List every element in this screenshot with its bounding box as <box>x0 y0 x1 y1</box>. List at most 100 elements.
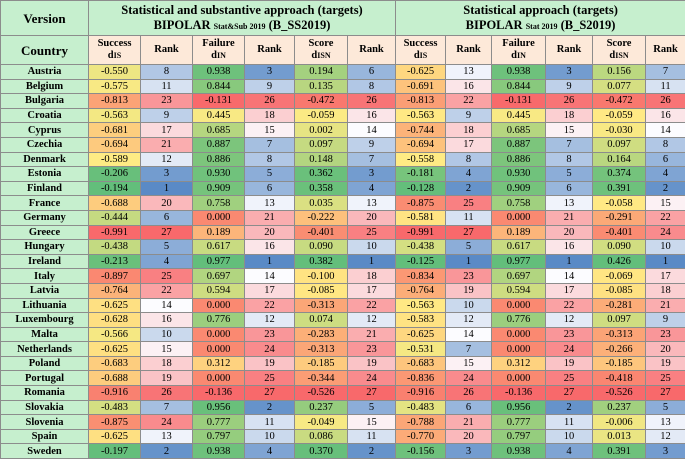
rank-cell: 27 <box>348 386 396 401</box>
rank-cell: 6 <box>446 400 492 415</box>
rank-cell: 23 <box>546 327 593 342</box>
value-cell: 0.956 <box>492 400 546 415</box>
rank-cell: 11 <box>646 79 685 94</box>
value-cell: -0.444 <box>89 210 141 225</box>
value-cell: -0.897 <box>89 269 141 284</box>
rank-cell: 21 <box>546 210 593 225</box>
rank-cell: 16 <box>348 108 396 123</box>
value-cell: -0.401 <box>295 225 348 240</box>
rank-cell: 3 <box>446 444 492 459</box>
rank-cell: 16 <box>446 79 492 94</box>
value-cell: 0.090 <box>295 240 348 255</box>
rank-cell: 19 <box>348 356 396 371</box>
rank-cell: 8 <box>245 152 295 167</box>
value-cell: -0.059 <box>295 108 348 123</box>
value-cell: 0.148 <box>295 152 348 167</box>
value-cell: -0.566 <box>89 327 141 342</box>
value-cell: 0.237 <box>593 400 646 415</box>
rank-cell: 14 <box>546 269 593 284</box>
value-cell: -0.030 <box>593 123 646 138</box>
rank-cell: 5 <box>245 167 295 182</box>
rank-cell: 24 <box>446 371 492 386</box>
rank-cell: 25 <box>546 371 593 386</box>
value-cell: -0.563 <box>396 108 446 123</box>
rank-cell: 17 <box>546 283 593 298</box>
value-cell: 0.617 <box>492 240 546 255</box>
country-cell: Bulgaria <box>1 94 89 109</box>
rank-cell: 25 <box>646 371 685 386</box>
group2-subtitle: BIPOLAR Stat 2019 (B_S2019) <box>396 18 685 34</box>
value-cell: -0.563 <box>396 298 446 313</box>
rank-cell: 15 <box>245 123 295 138</box>
value-cell: -0.131 <box>193 94 245 109</box>
value-cell: -0.916 <box>396 386 446 401</box>
rank-cell: 5 <box>446 240 492 255</box>
value-cell: 0.135 <box>295 79 348 94</box>
value-cell: 0.685 <box>492 123 546 138</box>
rank-cell: 13 <box>245 196 295 211</box>
value-cell: 0.374 <box>593 167 646 182</box>
value-cell: -0.438 <box>89 240 141 255</box>
column-header-3: Rank <box>245 36 295 65</box>
rank-cell: 4 <box>141 254 193 269</box>
value-cell: -0.625 <box>396 327 446 342</box>
rank-cell: 25 <box>348 225 396 240</box>
rank-cell: 13 <box>446 65 492 80</box>
rank-cell: 17 <box>646 269 685 284</box>
rank-cell: 6 <box>245 181 295 196</box>
value-cell: -0.085 <box>593 283 646 298</box>
rank-cell: 26 <box>348 94 396 109</box>
rank-cell: 3 <box>348 167 396 182</box>
rank-cell: 15 <box>446 356 492 371</box>
value-cell: 0.930 <box>193 167 245 182</box>
value-cell: -0.058 <box>593 196 646 211</box>
value-cell: -0.694 <box>89 137 141 152</box>
value-cell: 0.000 <box>193 327 245 342</box>
value-cell: 0.189 <box>492 225 546 240</box>
rank-cell: 1 <box>546 254 593 269</box>
rank-cell: 6 <box>646 152 685 167</box>
value-cell: 0.797 <box>193 429 245 444</box>
rank-cell: 22 <box>348 298 396 313</box>
value-cell: 0.776 <box>193 313 245 328</box>
rank-cell: 24 <box>546 342 593 357</box>
rank-cell: 20 <box>446 429 492 444</box>
column-header-11: Rank <box>646 36 685 65</box>
rank-cell: 18 <box>348 269 396 284</box>
rank-cell: 18 <box>245 108 295 123</box>
value-cell: 0.074 <box>295 313 348 328</box>
group2-title: Statistical approach (targets) <box>396 3 685 18</box>
value-cell: -0.185 <box>295 356 348 371</box>
value-cell: -0.438 <box>396 240 446 255</box>
rank-cell: 17 <box>245 283 295 298</box>
country-cell: Portugal <box>1 371 89 386</box>
rank-cell: 7 <box>245 137 295 152</box>
value-cell: -0.131 <box>492 94 546 109</box>
country-cell: Spain <box>1 429 89 444</box>
value-cell: 0.312 <box>193 356 245 371</box>
rank-cell: 5 <box>348 400 396 415</box>
country-cell: Ireland <box>1 254 89 269</box>
value-cell: 0.362 <box>295 167 348 182</box>
value-cell: 0.000 <box>492 210 546 225</box>
rank-cell: 8 <box>141 65 193 80</box>
country-cell: Germany <box>1 210 89 225</box>
country-cell: Estonia <box>1 167 89 182</box>
rank-cell: 2 <box>141 444 193 459</box>
value-cell: -0.483 <box>89 400 141 415</box>
rank-cell: 15 <box>141 342 193 357</box>
value-cell: 0.391 <box>593 181 646 196</box>
value-cell: 0.797 <box>492 429 546 444</box>
value-cell: 0.090 <box>593 240 646 255</box>
rank-cell: 7 <box>646 65 685 80</box>
